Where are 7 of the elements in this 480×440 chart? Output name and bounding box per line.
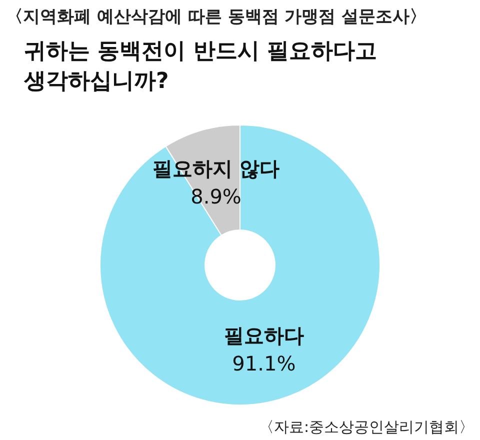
slice-label: 필요하다 <box>224 323 304 348</box>
data-label: 8.9% <box>190 184 242 209</box>
data-label: 91.1% <box>232 351 296 376</box>
title: 〈지역화폐 예산삭감에 따른 동백점 가맹점 설문조사〉 <box>6 7 427 27</box>
text: 〈자료:중소상공인살리기협회〉 <box>258 418 474 436</box>
subtitle: 귀하는 동백전이 반드시 필요하다고 생각하십니까? <box>24 39 377 94</box>
slice-label: 필요하지 않다 <box>152 156 280 181</box>
